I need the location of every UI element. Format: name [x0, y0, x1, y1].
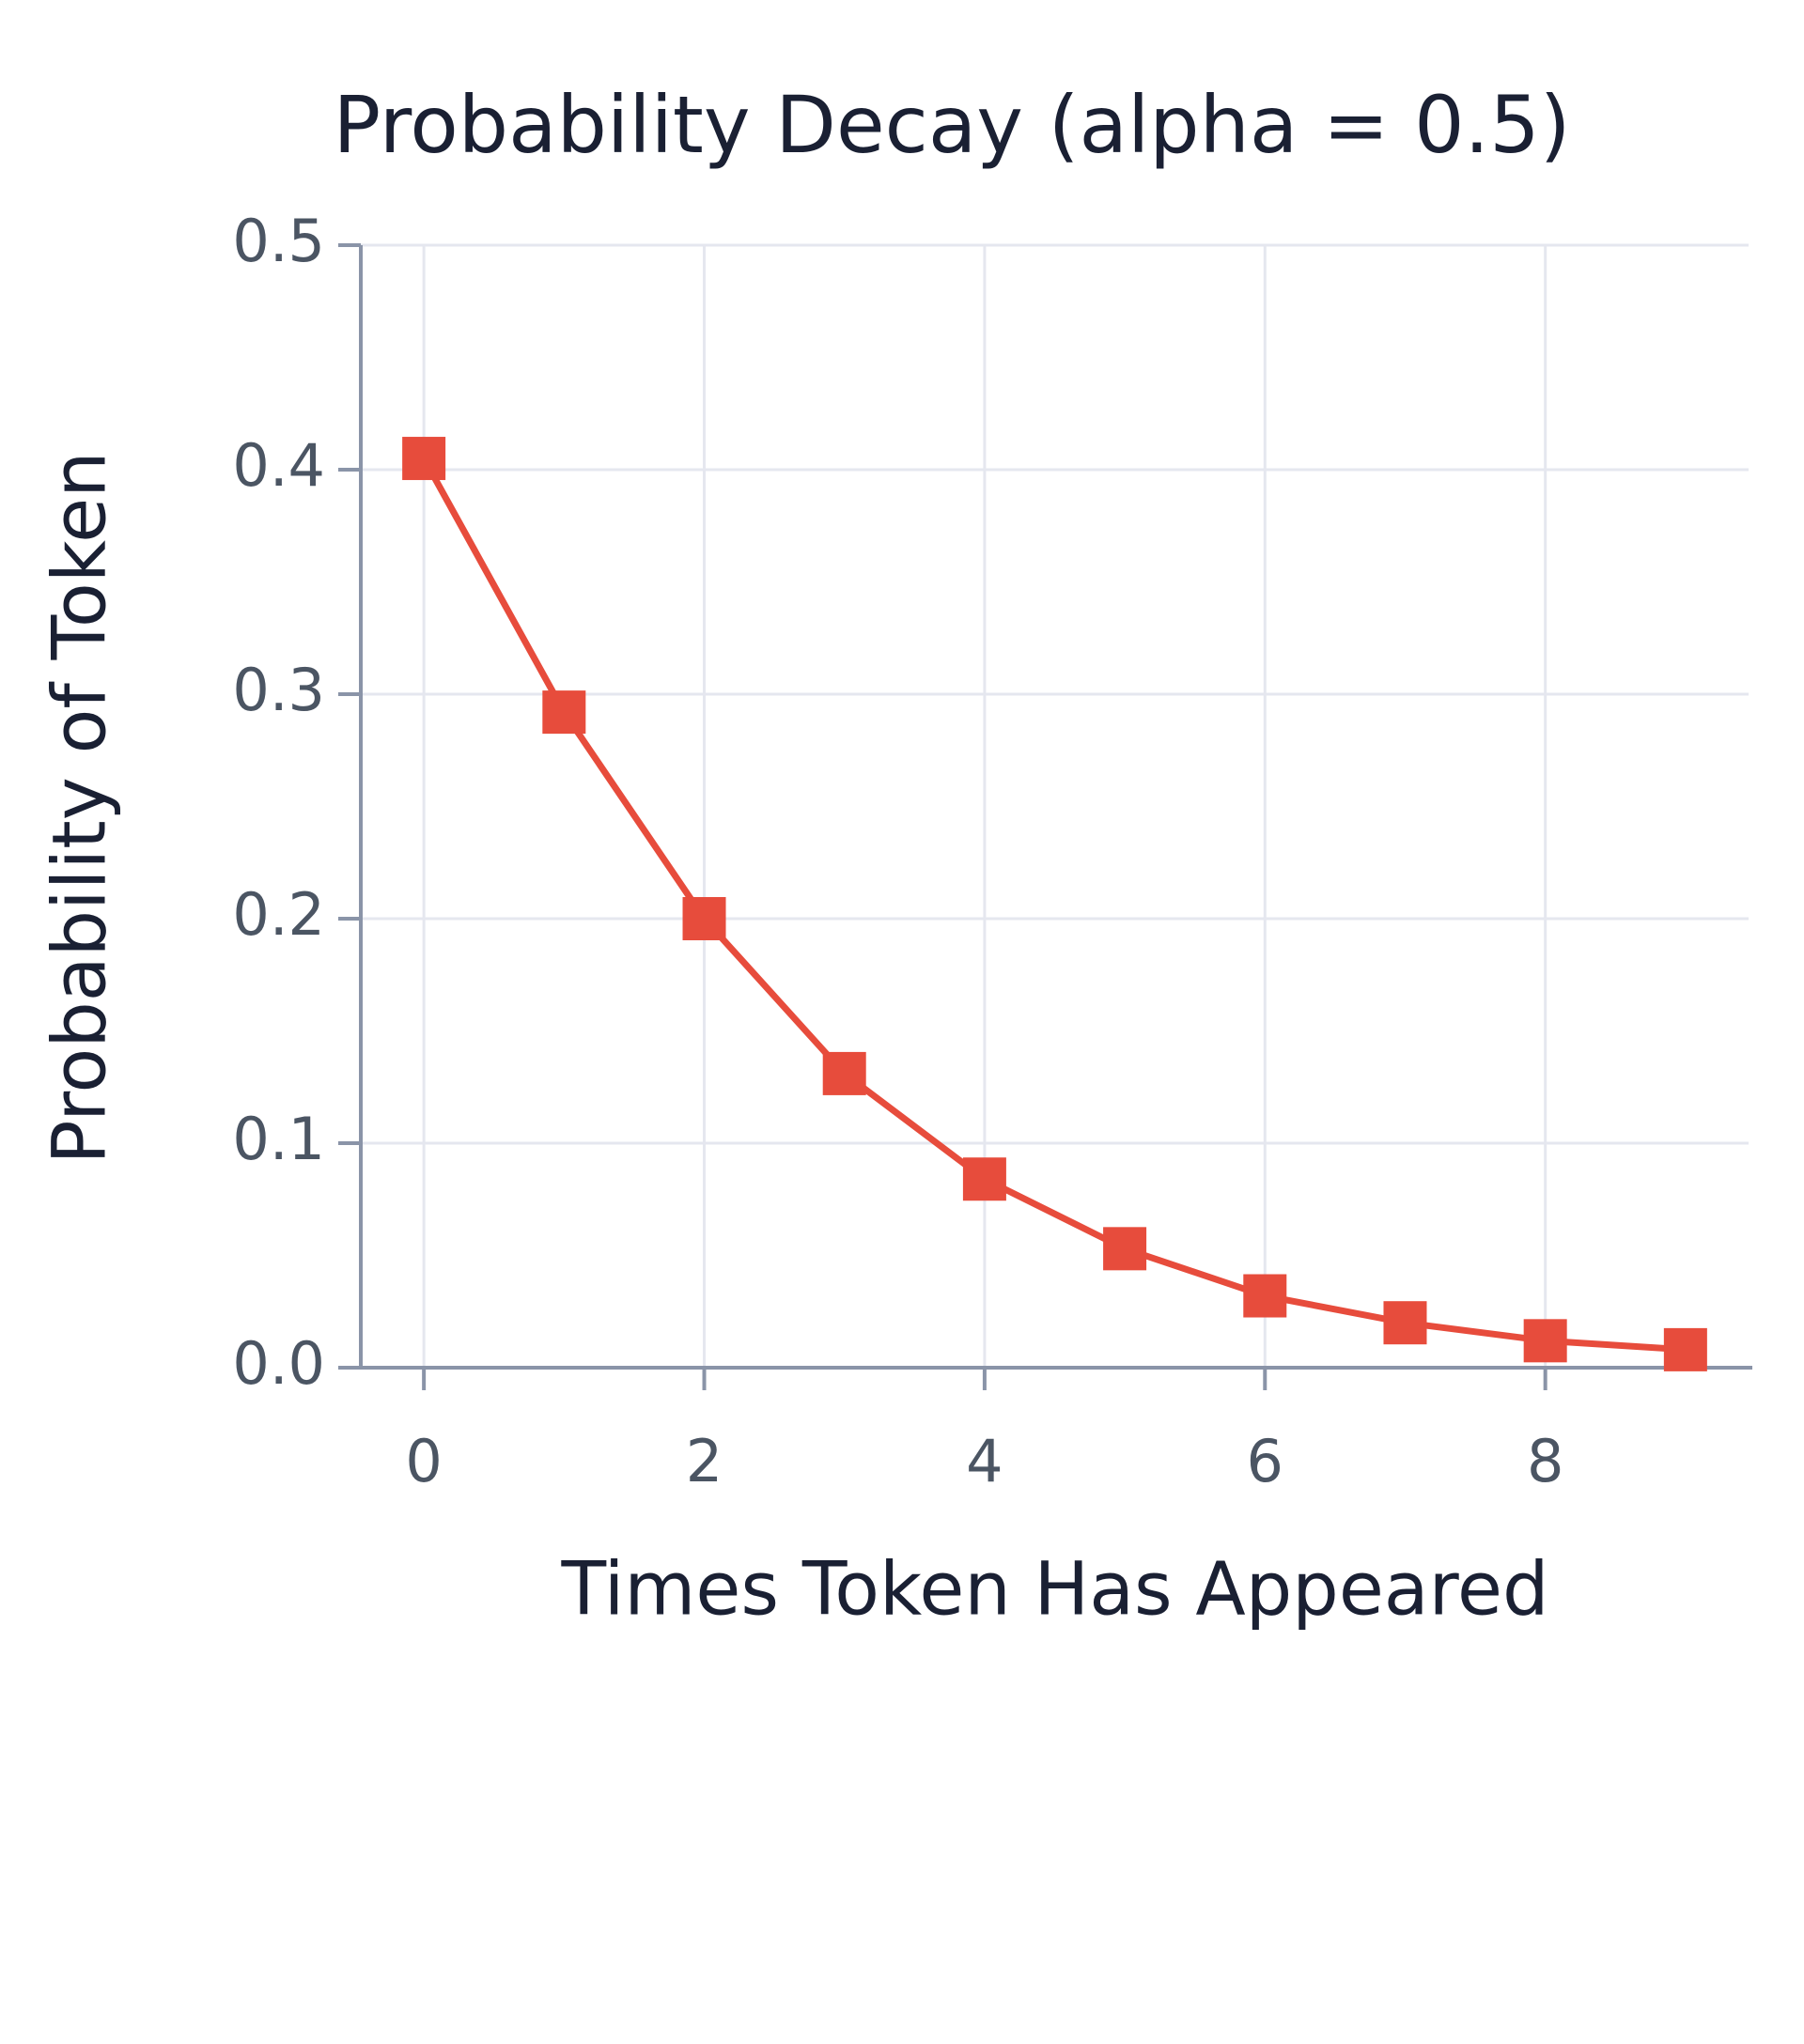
- y-tick-label: 0.0: [232, 1329, 325, 1398]
- marker: [542, 690, 586, 735]
- y-tick-label: 0.1: [232, 1105, 325, 1173]
- marker: [1523, 1319, 1567, 1363]
- marker: [962, 1157, 1006, 1201]
- marker: [1383, 1301, 1427, 1345]
- x-tick-label: 2: [686, 1427, 723, 1495]
- marker: [402, 437, 446, 481]
- y-axis-label: Probability of Token: [38, 451, 122, 1164]
- marker: [1663, 1327, 1707, 1371]
- marker: [1103, 1227, 1147, 1271]
- x-tick-label: 6: [1247, 1427, 1283, 1495]
- x-axis-label: Times Token Has Appeared: [561, 1547, 1549, 1632]
- x-tick-label: 8: [1527, 1427, 1563, 1495]
- marker: [1243, 1274, 1287, 1318]
- marker: [682, 897, 726, 940]
- x-tick-label: 0: [405, 1427, 442, 1495]
- y-tick-label: 0.5: [232, 207, 325, 275]
- y-tick-label: 0.2: [232, 880, 325, 949]
- chart-title: Probability Decay (alpha = 0.5): [334, 79, 1571, 171]
- line: [421, 457, 1687, 1354]
- x-tick-label: 4: [966, 1427, 1003, 1495]
- y-tick-label: 0.3: [232, 656, 325, 724]
- marker: [822, 1051, 866, 1095]
- y-tick-label: 0.4: [232, 431, 325, 500]
